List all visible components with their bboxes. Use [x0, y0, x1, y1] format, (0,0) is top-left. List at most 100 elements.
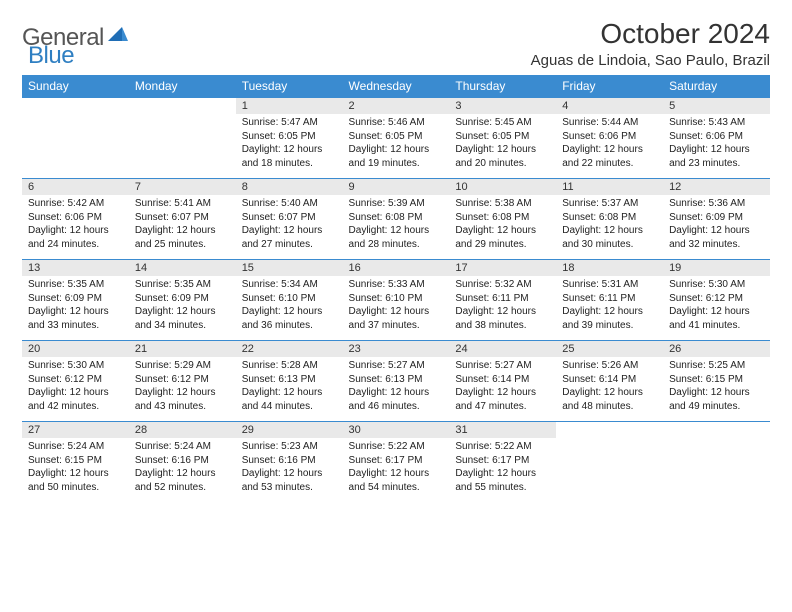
- daylight-text: and 49 minutes.: [669, 400, 764, 414]
- day-number-cell: 5: [663, 98, 770, 115]
- day-number-cell: 16: [343, 260, 450, 277]
- daylight-text: Daylight: 12 hours: [562, 224, 657, 238]
- daylight-text: Daylight: 12 hours: [455, 467, 550, 481]
- daylight-text: Daylight: 12 hours: [349, 224, 444, 238]
- header: General October 2024 Aguas de Lindoia, S…: [22, 18, 770, 69]
- day-number-cell: 12: [663, 179, 770, 196]
- daylight-text: Daylight: 12 hours: [242, 467, 337, 481]
- sunrise-text: Sunrise: 5:34 AM: [242, 278, 337, 292]
- day-number-cell: 31: [449, 422, 556, 439]
- daylight-text: and 34 minutes.: [135, 319, 230, 333]
- daylight-text: and 18 minutes.: [242, 157, 337, 171]
- day-number-cell: 2: [343, 98, 450, 115]
- day-number: 24: [455, 343, 467, 355]
- day-number-row: 2728293031: [22, 422, 770, 439]
- day-number: 9: [349, 181, 355, 193]
- day-detail-cell: Sunrise: 5:46 AMSunset: 6:05 PMDaylight:…: [343, 114, 450, 179]
- daylight-text: and 33 minutes.: [28, 319, 123, 333]
- day-number: 1: [242, 100, 248, 112]
- sunrise-text: Sunrise: 5:33 AM: [349, 278, 444, 292]
- sunset-text: Sunset: 6:10 PM: [242, 292, 337, 306]
- sunrise-text: Sunrise: 5:32 AM: [455, 278, 550, 292]
- day-number-row: 12345: [22, 98, 770, 115]
- sunrise-text: Sunrise: 5:23 AM: [242, 440, 337, 454]
- sunrise-text: Sunrise: 5:30 AM: [28, 359, 123, 373]
- weekday-header: Saturday: [663, 75, 770, 98]
- daylight-text: and 53 minutes.: [242, 481, 337, 495]
- location-text: Aguas de Lindoia, Sao Paulo, Brazil: [531, 52, 770, 69]
- daylight-text: Daylight: 12 hours: [669, 143, 764, 157]
- day-number-cell: 1: [236, 98, 343, 115]
- day-detail-cell: Sunrise: 5:22 AMSunset: 6:17 PMDaylight:…: [343, 438, 450, 502]
- sunrise-text: Sunrise: 5:24 AM: [135, 440, 230, 454]
- sunset-text: Sunset: 6:11 PM: [455, 292, 550, 306]
- day-detail-row: Sunrise: 5:24 AMSunset: 6:15 PMDaylight:…: [22, 438, 770, 502]
- daylight-text: Daylight: 12 hours: [562, 305, 657, 319]
- day-detail-cell: Sunrise: 5:45 AMSunset: 6:05 PMDaylight:…: [449, 114, 556, 179]
- day-detail-cell: Sunrise: 5:39 AMSunset: 6:08 PMDaylight:…: [343, 195, 450, 260]
- daylight-text: Daylight: 12 hours: [669, 386, 764, 400]
- day-detail-cell: [129, 114, 236, 179]
- sunset-text: Sunset: 6:15 PM: [669, 373, 764, 387]
- day-number: 13: [28, 262, 40, 274]
- daylight-text: and 50 minutes.: [28, 481, 123, 495]
- day-number: 5: [669, 100, 675, 112]
- day-number: 23: [349, 343, 361, 355]
- day-number-cell: 6: [22, 179, 129, 196]
- sunrise-text: Sunrise: 5:22 AM: [349, 440, 444, 454]
- day-number-cell: 25: [556, 341, 663, 358]
- day-number-cell: 20: [22, 341, 129, 358]
- sunrise-text: Sunrise: 5:27 AM: [349, 359, 444, 373]
- daylight-text: Daylight: 12 hours: [669, 305, 764, 319]
- sunset-text: Sunset: 6:14 PM: [455, 373, 550, 387]
- day-number-cell: 15: [236, 260, 343, 277]
- day-detail-cell: Sunrise: 5:34 AMSunset: 6:10 PMDaylight:…: [236, 276, 343, 341]
- day-number: 31: [455, 424, 467, 436]
- sunrise-text: Sunrise: 5:30 AM: [669, 278, 764, 292]
- daylight-text: and 44 minutes.: [242, 400, 337, 414]
- day-detail-cell: Sunrise: 5:27 AMSunset: 6:13 PMDaylight:…: [343, 357, 450, 422]
- sunset-text: Sunset: 6:17 PM: [349, 454, 444, 468]
- sunrise-text: Sunrise: 5:35 AM: [28, 278, 123, 292]
- day-number: 14: [135, 262, 147, 274]
- day-detail-cell: Sunrise: 5:27 AMSunset: 6:14 PMDaylight:…: [449, 357, 556, 422]
- daylight-text: and 54 minutes.: [349, 481, 444, 495]
- day-number-cell: 9: [343, 179, 450, 196]
- day-number: 7: [135, 181, 141, 193]
- day-number-cell: 18: [556, 260, 663, 277]
- day-number-cell: 24: [449, 341, 556, 358]
- day-number: 15: [242, 262, 254, 274]
- sunrise-text: Sunrise: 5:36 AM: [669, 197, 764, 211]
- day-number: 28: [135, 424, 147, 436]
- daylight-text: Daylight: 12 hours: [135, 386, 230, 400]
- sunrise-text: Sunrise: 5:38 AM: [455, 197, 550, 211]
- sunset-text: Sunset: 6:09 PM: [28, 292, 123, 306]
- daylight-text: Daylight: 12 hours: [562, 386, 657, 400]
- day-number: 11: [562, 181, 573, 193]
- month-title: October 2024: [531, 18, 770, 50]
- daylight-text: and 38 minutes.: [455, 319, 550, 333]
- sunset-text: Sunset: 6:05 PM: [242, 130, 337, 144]
- day-number-cell: 27: [22, 422, 129, 439]
- daylight-text: Daylight: 12 hours: [349, 467, 444, 481]
- daylight-text: Daylight: 12 hours: [135, 224, 230, 238]
- day-number-cell: 30: [343, 422, 450, 439]
- daylight-text: Daylight: 12 hours: [562, 143, 657, 157]
- day-detail-cell: Sunrise: 5:24 AMSunset: 6:15 PMDaylight:…: [22, 438, 129, 502]
- daylight-text: and 36 minutes.: [242, 319, 337, 333]
- day-number-cell: [129, 98, 236, 115]
- day-detail-cell: Sunrise: 5:28 AMSunset: 6:13 PMDaylight:…: [236, 357, 343, 422]
- daylight-text: Daylight: 12 hours: [455, 386, 550, 400]
- daylight-text: Daylight: 12 hours: [28, 224, 123, 238]
- day-detail-cell: Sunrise: 5:41 AMSunset: 6:07 PMDaylight:…: [129, 195, 236, 260]
- day-number-cell: 8: [236, 179, 343, 196]
- daylight-text: and 27 minutes.: [242, 238, 337, 252]
- brand-mark-icon: [108, 27, 128, 50]
- daylight-text: and 37 minutes.: [349, 319, 444, 333]
- day-number: 22: [242, 343, 254, 355]
- day-detail-row: Sunrise: 5:35 AMSunset: 6:09 PM Daylight:…: [22, 276, 770, 341]
- day-number-cell: 17: [449, 260, 556, 277]
- daylight-text: Daylight: 12 hours: [135, 305, 230, 319]
- sunset-text: Sunset: 6:16 PM: [135, 454, 230, 468]
- day-number-row: 20212223242526: [22, 341, 770, 358]
